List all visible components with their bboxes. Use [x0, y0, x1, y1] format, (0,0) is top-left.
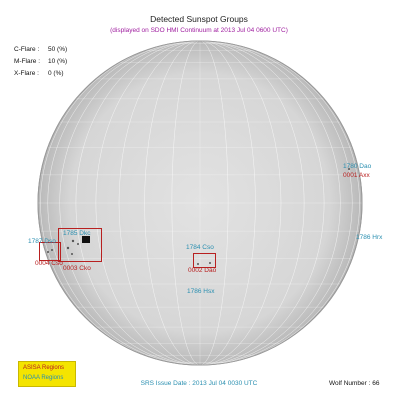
- longitude-line: [40, 41, 360, 365]
- asisa-label-0002: 0002 Dao: [188, 267, 217, 274]
- longitude-line: [95, 41, 305, 365]
- longitude-line: [40, 41, 360, 365]
- longitude-line: [59, 41, 341, 365]
- srs-issue-date: SRS Issue Date : 2013 Jul 04 0030 UTC: [140, 380, 258, 387]
- asisa-label-0001: 0001 Axx: [343, 172, 370, 179]
- flare-c: C-Flare : 50 (%): [14, 46, 67, 53]
- legend-noaa: NOAA Regions: [23, 375, 64, 381]
- noaa-label-1786-center: 1786 Hsx: [187, 288, 215, 295]
- page-subtitle: (displayed on SDO HMI Continuum at 2013 …: [110, 27, 288, 34]
- page-title: Detected Sunspot Groups: [150, 14, 248, 24]
- flare-m-value: 10 (%): [48, 58, 68, 65]
- legend: ASISA Regions NOAA Regions: [18, 361, 76, 387]
- wolf-number: Wolf Number : 66: [329, 380, 380, 387]
- flare-m: M-Flare : 10 (%): [14, 58, 67, 65]
- longitude-line: [47, 41, 353, 365]
- longitude-line: [95, 41, 305, 365]
- noaa-label-1780: 1780 Dao: [343, 163, 372, 170]
- asisa-box-0004: [39, 242, 61, 261]
- asisa-label-0003: 0003 Cko: [63, 265, 91, 272]
- legend-asisa: ASISA Regions: [23, 365, 65, 371]
- longitude-line: [59, 41, 341, 365]
- sunspot-1785-umbra: [82, 236, 90, 243]
- sunspot-dots: [47, 168, 350, 265]
- longitude-line: [171, 41, 229, 365]
- noaa-label-1784: 1784 Cso: [186, 244, 214, 251]
- longitude-line: [75, 41, 325, 365]
- flare-c-value: 50 (%): [48, 46, 68, 53]
- longitude-line: [118, 41, 282, 365]
- longitude-line: [47, 41, 353, 365]
- noaa-label-1786-limb: 1786 Hrx: [356, 234, 383, 241]
- longitude-line: [144, 41, 256, 365]
- flare-m-label: M-Flare :: [14, 58, 40, 65]
- longitude-line: [118, 41, 282, 365]
- asisa-label-0004: 0004 Cso: [35, 260, 63, 267]
- asisa-box-0003: [58, 228, 102, 262]
- asisa-box-0002: [193, 253, 216, 268]
- longitude-line: [75, 41, 325, 365]
- flare-c-label: C-Flare :: [14, 46, 40, 53]
- noaa-label-1787: 1787 Dso: [28, 238, 56, 245]
- flare-x: X-Flare : 0 (%): [14, 70, 64, 77]
- flare-x-value: 0 (%): [48, 70, 64, 77]
- noaa-label-1785: 1785 Dkc: [63, 230, 91, 237]
- longitude-line: [171, 41, 229, 365]
- flare-x-label: X-Flare :: [14, 70, 39, 77]
- longitude-line: [144, 41, 256, 365]
